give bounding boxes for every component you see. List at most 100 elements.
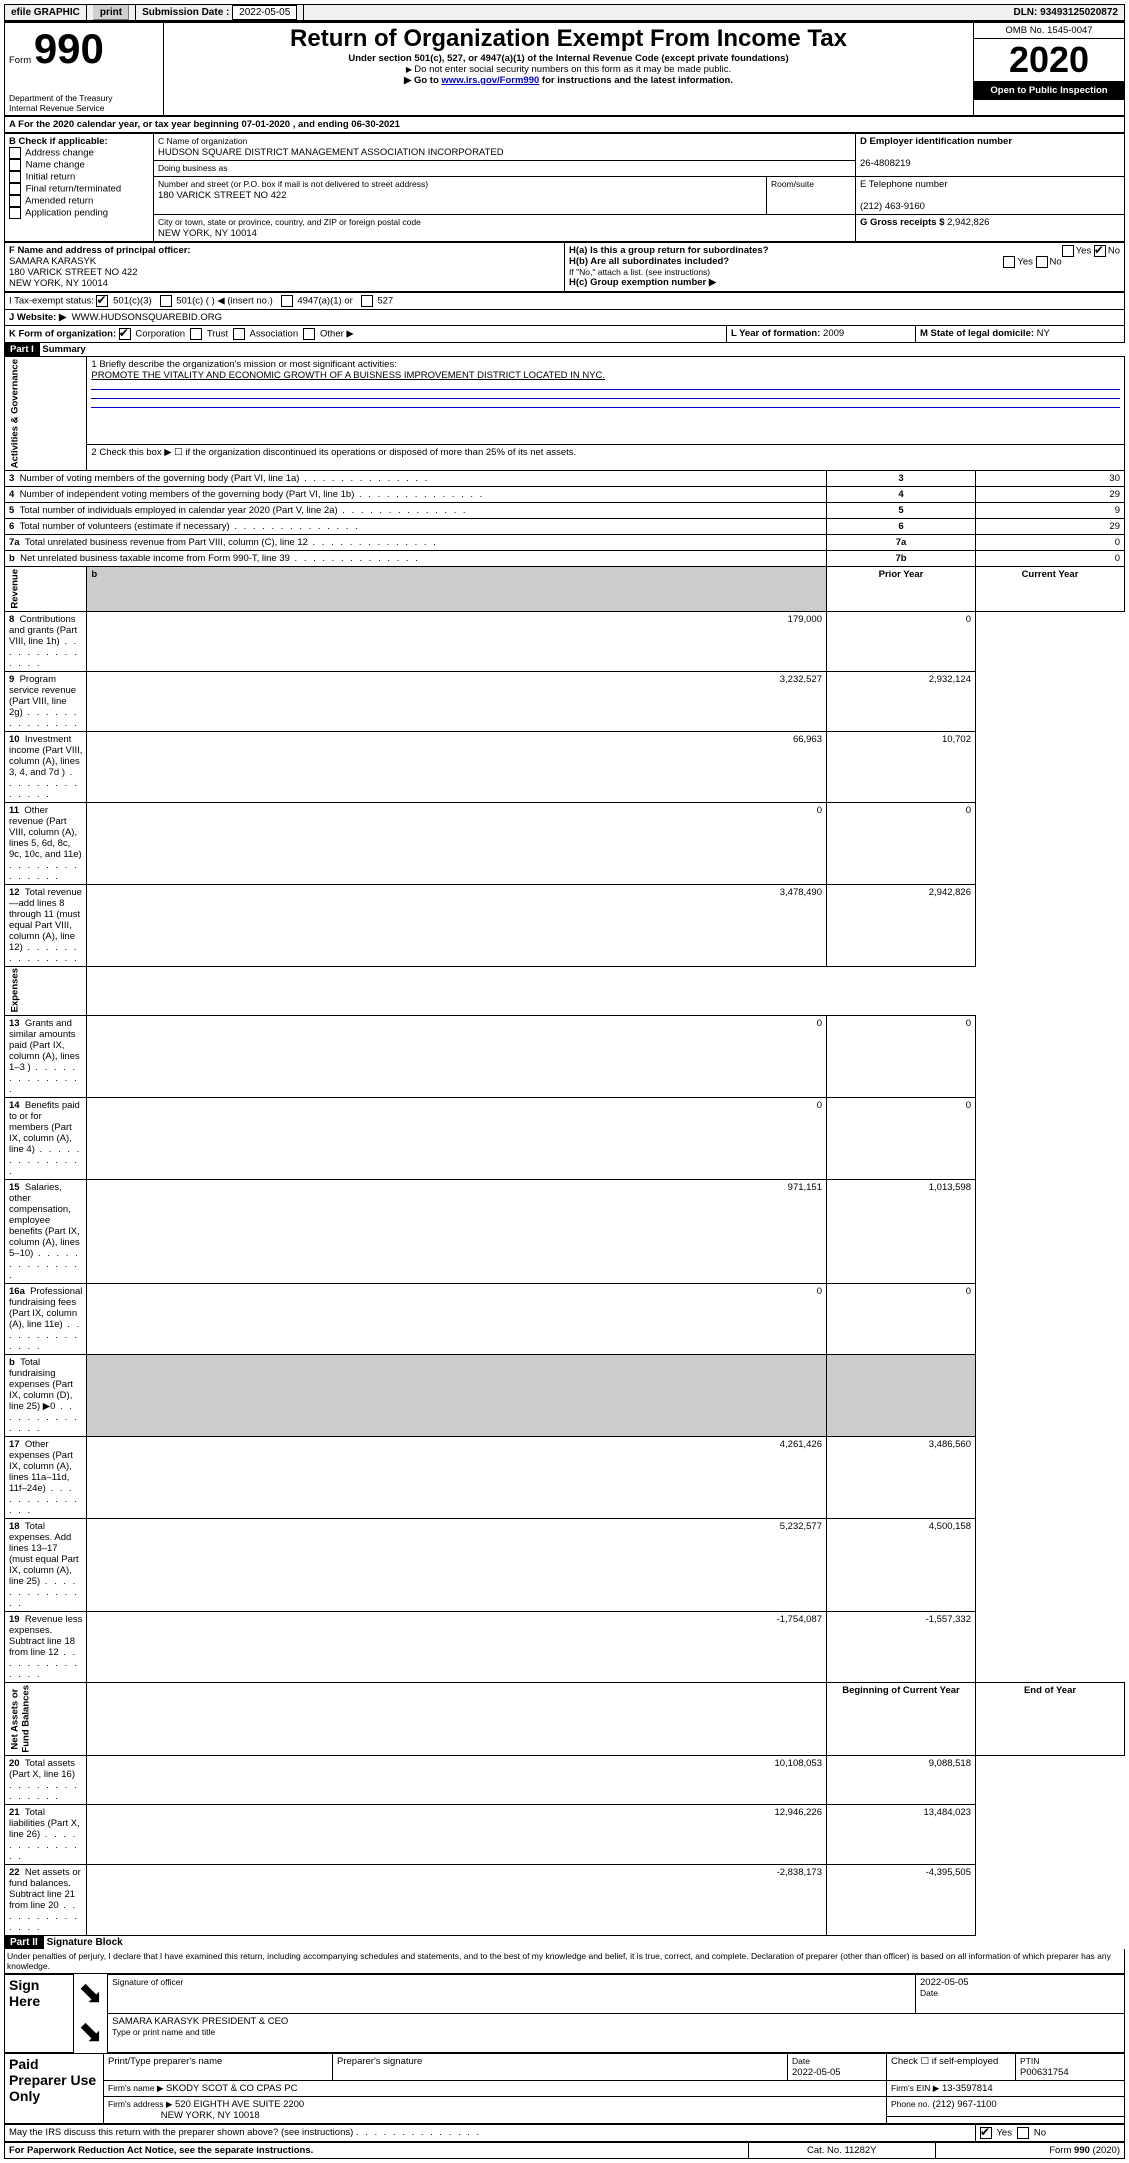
dln: DLN: 93493125020872 [1007, 5, 1124, 20]
hb-label: H(b) Are all subordinates included? [569, 256, 729, 267]
discuss-yes[interactable] [980, 2127, 992, 2139]
boxb-check[interactable] [9, 195, 21, 207]
discuss-label: May the IRS discuss this return with the… [9, 2127, 353, 2138]
preparer-name-label: Print/Type preparer's name [104, 2053, 333, 2080]
gross-label: G Gross receipts $ [860, 217, 944, 228]
data-row: 13 Grants and similar amounts paid (Part… [5, 1016, 1125, 1098]
print-button[interactable]: print [93, 5, 129, 20]
top-bar: efile GRAPHIC print Submission Date : 20… [4, 4, 1125, 22]
irs-link[interactable]: www.irs.gov/Form990 [441, 75, 539, 86]
data-row: 14 Benefits paid to or for members (Part… [5, 1098, 1125, 1180]
4947-check[interactable] [281, 295, 293, 307]
officer-name: SAMARA KARASYK [9, 256, 96, 267]
sign-arrow-icon: ⬊ [74, 1974, 108, 2013]
gross-receipts: 2,942,826 [947, 217, 989, 228]
data-row: 20 Total assets (Part X, line 16)10,108,… [5, 1755, 1125, 1804]
sig-date: 2022-05-05 [920, 1977, 969, 1988]
street-label: Number and street (or P.O. box if mail i… [158, 179, 428, 189]
ptin: P00631754 [1020, 2067, 1069, 2078]
boxb-check[interactable] [9, 171, 21, 183]
ha-no[interactable] [1094, 245, 1106, 257]
firm-phone: (212) 967-1100 [932, 2099, 996, 2110]
boxb-item: Initial return [9, 171, 149, 183]
sig-date-label: Date [920, 1988, 938, 1998]
street: 180 VARICK STREET NO 422 [158, 190, 286, 201]
boxb-check[interactable] [9, 207, 21, 219]
corp-check[interactable] [119, 328, 131, 340]
trust-check[interactable] [190, 328, 202, 340]
form-label: Form [9, 55, 31, 66]
527-check[interactable] [361, 295, 373, 307]
line1-label: 1 Briefly describe the organization's mi… [91, 359, 396, 370]
hb-note: If "No," attach a list. (see instruction… [569, 267, 1120, 277]
form-subtitle: Under section 501(c), 527, or 4947(a)(1)… [168, 53, 969, 64]
officer-addr2: NEW YORK, NY 10014 [9, 278, 108, 289]
data-row: 9 Program service revenue (Part VIII, li… [5, 671, 1125, 731]
sig-officer-label: Signature of officer [112, 1977, 911, 1987]
form-990: 990 [34, 25, 104, 72]
data-row: 12 Total revenue—add lines 8 through 11 … [5, 884, 1125, 966]
501c-check[interactable] [160, 295, 172, 307]
hc-label: H(c) Group exemption number ▶ [569, 277, 716, 288]
data-row: 8 Contributions and grants (Part VIII, l… [5, 611, 1125, 671]
preparer-date: 2022-05-05 [792, 2067, 841, 2078]
gov-row: 5 Total number of individuals employed i… [5, 503, 1125, 519]
part1-bar: Part I [4, 343, 40, 356]
firm-addr2: NEW YORK, NY 10018 [161, 2110, 260, 2121]
phone-label: E Telephone number [860, 179, 948, 190]
gov-row: 6 Total number of volunteers (estimate i… [5, 519, 1125, 535]
vlabel-gov: Activities & Governance [5, 357, 87, 471]
boxb-check[interactable] [9, 159, 21, 171]
box-b-title: B Check if applicable: [9, 136, 108, 147]
tax-year: 2020 [974, 38, 1124, 81]
line2: 2 Check this box ▶ ☐ if the organization… [87, 445, 1125, 471]
gov-row: b Net unrelated business taxable income … [5, 551, 1125, 567]
boxb-item: Address change [9, 147, 149, 159]
firm-name: SKODY SCOT & CO CPAS PC [166, 2083, 297, 2094]
end-year-hdr: End of Year [976, 1683, 1125, 1756]
data-row: 18 Total expenses. Add lines 13–17 (must… [5, 1519, 1125, 1612]
line1-val: PROMOTE THE VITALITY AND ECONOMIC GROWTH… [91, 370, 605, 381]
assoc-check[interactable] [233, 328, 245, 340]
form-title: Return of Organization Exempt From Incom… [168, 25, 969, 53]
hb-yes[interactable] [1003, 256, 1015, 268]
org-name-label: C Name of organization [158, 136, 247, 146]
paid-preparer-label: Paid Preparer Use Only [5, 2053, 104, 2123]
boxb-check[interactable] [9, 183, 21, 195]
gov-row: 4 Number of independent voting members o… [5, 487, 1125, 503]
officer-label: F Name and address of principal officer: [9, 245, 191, 256]
officer-addr1: 180 VARICK STREET NO 422 [9, 267, 137, 278]
ein-label: D Employer identification number [860, 136, 1012, 147]
part2-subtitle: Signature Block [47, 1937, 123, 1948]
dba-label: Doing business as [158, 163, 227, 173]
ha-yes[interactable] [1062, 245, 1074, 257]
data-row: 17 Other expenses (Part IX, column (A), … [5, 1437, 1125, 1519]
data-row: 21 Total liabilities (Part X, line 26)12… [5, 1804, 1125, 1864]
domicile-label: M State of legal domicile: [920, 328, 1034, 339]
ha-label: H(a) Is this a group return for subordin… [569, 245, 769, 256]
part2-bar: Part II [4, 1936, 44, 1949]
cat-no: Cat. No. 11282Y [748, 2142, 935, 2158]
boxb-item: Amended return [9, 195, 149, 207]
officer-sig-name: SAMARA KARASYK PRESIDENT & CEO [112, 2016, 288, 2027]
other-check[interactable] [303, 328, 315, 340]
org-name: HUDSON SQUARE DISTRICT MANAGEMENT ASSOCI… [158, 147, 504, 158]
ein: 26-4808219 [860, 158, 911, 169]
boxb-item: Application pending [9, 207, 149, 219]
part1-table: Activities & Governance 1 Briefly descri… [4, 356, 1125, 1936]
vlabel-exp: Expenses [5, 966, 87, 1015]
submission-label: Submission Date : 2022-05-05 [136, 5, 304, 20]
discuss-no[interactable] [1017, 2127, 1029, 2139]
hb-no[interactable] [1036, 256, 1048, 268]
501c3-check[interactable] [96, 295, 108, 307]
boxb-check[interactable] [9, 147, 21, 159]
formorg-label: K Form of organization: [9, 329, 116, 340]
website: WWW.HUDSONSQUAREBID.ORG [72, 312, 222, 323]
note-ssn: Do not enter social security numbers on … [168, 64, 969, 75]
data-row: 16a Professional fundraising fees (Part … [5, 1284, 1125, 1355]
boxb-item: Name change [9, 159, 149, 171]
gov-row: 7a Total unrelated business revenue from… [5, 535, 1125, 551]
data-row: 22 Net assets or fund balances. Subtract… [5, 1864, 1125, 1935]
pra-notice: For Paperwork Reduction Act Notice, see … [9, 2145, 313, 2156]
room-label: Room/suite [771, 179, 814, 189]
